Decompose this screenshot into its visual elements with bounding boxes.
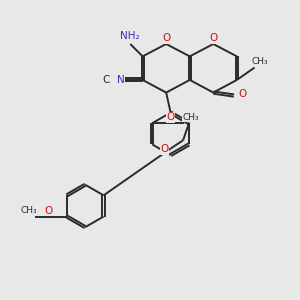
Text: O: O bbox=[44, 206, 53, 216]
Text: O: O bbox=[238, 89, 246, 99]
Text: CH₃: CH₃ bbox=[251, 57, 268, 66]
Text: NH₂: NH₂ bbox=[121, 31, 140, 41]
Text: O: O bbox=[209, 33, 218, 43]
Text: O: O bbox=[160, 144, 168, 154]
Text: CH₃: CH₃ bbox=[182, 113, 199, 122]
Text: O: O bbox=[167, 112, 175, 122]
Text: N: N bbox=[117, 75, 125, 85]
Text: C: C bbox=[102, 75, 110, 85]
Text: CH₃: CH₃ bbox=[20, 206, 37, 215]
Text: O: O bbox=[162, 33, 170, 43]
